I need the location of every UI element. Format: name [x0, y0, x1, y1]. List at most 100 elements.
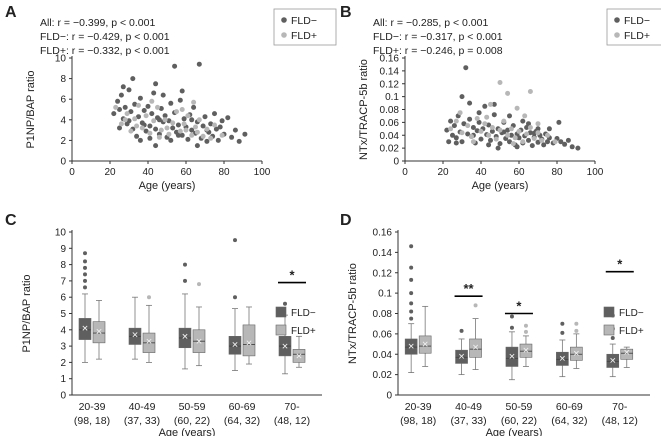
data-point [153, 143, 159, 149]
data-point [465, 123, 471, 129]
data-point [168, 137, 174, 143]
data-point [202, 114, 208, 120]
data-point [495, 145, 501, 151]
data-point [219, 118, 225, 124]
data-point [174, 109, 179, 115]
outlier-point [409, 244, 414, 249]
x-axis-label: Age (years) [139, 180, 196, 192]
data-point [497, 80, 503, 85]
data-point [155, 104, 160, 110]
x-axis-label: Age (years) [486, 427, 543, 436]
significance-mark: * [289, 268, 295, 283]
data-point [191, 99, 197, 105]
data-point [467, 100, 473, 106]
data-point [158, 127, 164, 133]
data-point [194, 143, 200, 149]
legend: FLD− FLD+ [273, 8, 337, 46]
outlier-point [283, 301, 287, 306]
data-point [143, 128, 149, 134]
data-point [520, 118, 526, 124]
outlier-point [409, 291, 414, 296]
y-tick-label: 0.04 [380, 131, 400, 142]
x-tick-label: 0 [69, 167, 75, 178]
data-point [151, 90, 157, 96]
x-axis-label: Age (years) [159, 427, 216, 436]
y-tick-label: 4 [60, 115, 66, 126]
mean-marker [408, 343, 414, 349]
outlier-point [233, 295, 237, 300]
x-tick-label: 40 [475, 167, 487, 178]
data-point [535, 126, 541, 132]
outlier-point [409, 265, 414, 270]
x-category-count: (60, 22) [501, 415, 537, 427]
data-point [535, 130, 541, 136]
data-point [217, 124, 223, 130]
data-point [482, 121, 488, 127]
y-tick-label: 1 [60, 374, 66, 385]
data-point [514, 144, 520, 150]
stats-line: FLD+: r = −0.246, p = 0.008 [373, 45, 503, 57]
box-iqr [620, 348, 634, 360]
data-point [526, 137, 531, 143]
significance-mark: ** [463, 281, 474, 296]
data-point [474, 128, 480, 134]
data-point [450, 132, 455, 138]
y-tick-label: 8 [60, 260, 66, 271]
x-category-label: 70- [284, 401, 300, 413]
legend-swatch [275, 324, 287, 336]
data-point [489, 125, 495, 130]
y-tick-label: 5 [60, 309, 66, 320]
outlier-point [83, 265, 87, 270]
data-point [448, 126, 454, 132]
data-point [539, 137, 545, 143]
data-point [153, 81, 159, 87]
panel-b: B All: r = −0.285, p < 0.001 FLD−: r = −0.… [340, 4, 661, 192]
data-point [225, 115, 231, 121]
data-point [524, 131, 530, 137]
data-point [546, 126, 552, 132]
y-axis-label: P1NP/BAP ratio [21, 274, 33, 352]
data-point [189, 127, 195, 133]
y-axis-label: NTx/TRACP-5b ratio [358, 59, 370, 160]
data-point [529, 143, 535, 149]
y-tick-label: 0.06 [380, 118, 400, 129]
data-point [229, 134, 235, 140]
data-point [212, 122, 217, 128]
data-point [126, 87, 132, 93]
data-point [508, 126, 514, 132]
mean-marker [82, 325, 88, 331]
legend-marker [281, 32, 287, 38]
y-axis-label: P1NP/BAP ratio [25, 70, 37, 148]
data-point [488, 137, 493, 143]
data-point [522, 113, 528, 119]
data-point [185, 136, 191, 142]
data-point [505, 132, 511, 138]
data-point [474, 116, 480, 121]
data-point [156, 117, 162, 123]
outlier-point [83, 272, 87, 277]
legend-label: FLD+ [624, 30, 650, 42]
data-point [132, 101, 138, 107]
data-point [208, 121, 214, 127]
x-tick-label: 60 [180, 167, 192, 178]
data-point [162, 113, 168, 119]
x-category-label: 20-39 [79, 401, 106, 413]
box-iqr [242, 324, 256, 357]
outlier-point [197, 282, 201, 287]
x-category-label: 70- [612, 401, 628, 413]
stats-line: FLD−: r = −0.429, p < 0.001 [40, 31, 170, 43]
data-point [565, 137, 571, 143]
y-tick-label: 0.06 [373, 329, 393, 340]
data-point [141, 108, 147, 113]
mean-marker [182, 333, 188, 339]
data-point [558, 139, 564, 145]
y-tick-label: 0 [60, 391, 66, 402]
outlier-point [147, 295, 151, 300]
outlier-point [473, 303, 478, 308]
y-tick-label: 0.1 [385, 92, 399, 103]
legend: FLD− FLD+ [606, 8, 661, 46]
data-point [541, 142, 547, 148]
data-point [147, 130, 153, 136]
legend-label: FLD+ [291, 30, 317, 42]
